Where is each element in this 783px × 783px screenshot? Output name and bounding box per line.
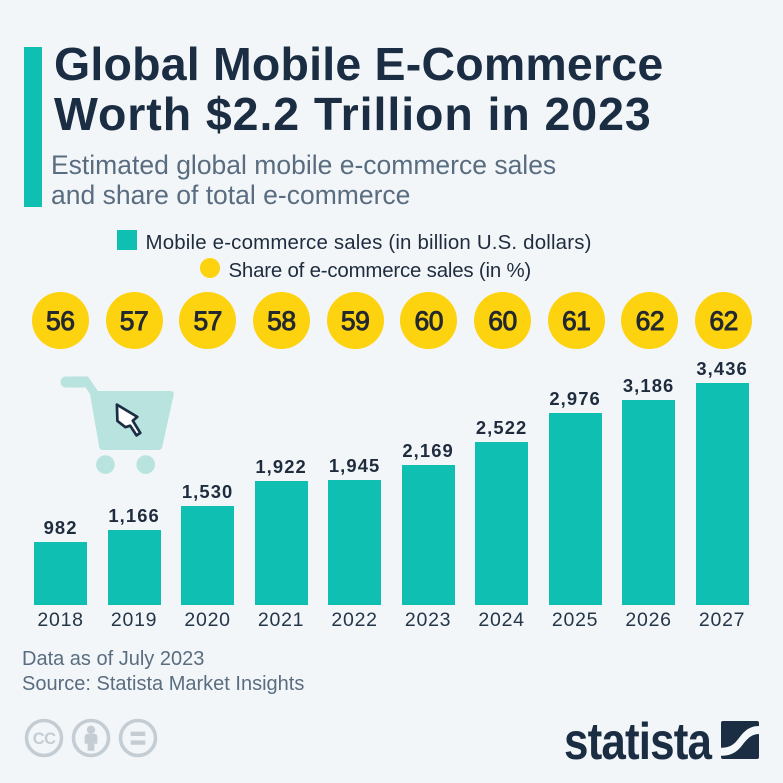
svg-text:CC: CC [32,730,55,748]
